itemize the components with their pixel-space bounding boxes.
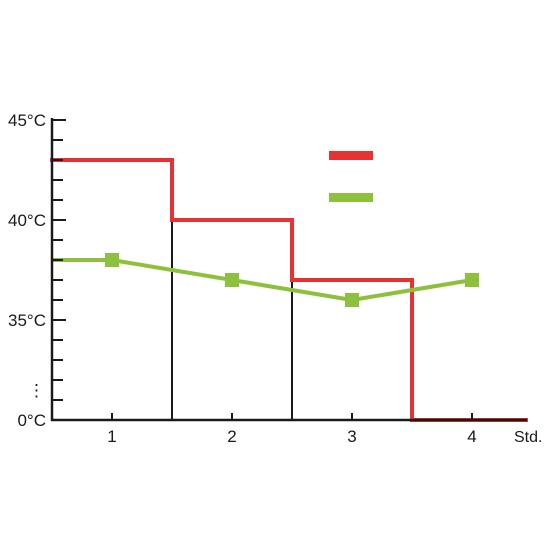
legend: [329, 151, 373, 202]
x-tick-label: 4: [467, 427, 476, 446]
legend-swatch: [329, 193, 373, 202]
x-tick-label: 1: [107, 427, 116, 446]
x-axis-unit: Std.: [514, 429, 542, 446]
y-tick-label: 40°C: [8, 211, 46, 230]
y-tick-label: 45°C: [8, 111, 46, 130]
x-ticks: 1 2 3 4: [107, 413, 477, 446]
series-layer: [50, 158, 528, 422]
x-tick-label: 2: [227, 427, 236, 446]
y-axis-break: ⋮: [28, 381, 45, 400]
series-point: [465, 273, 479, 287]
x-tick-label: 3: [347, 427, 356, 446]
series-point: [225, 273, 239, 287]
y-tick-label: 0°C: [17, 411, 46, 430]
series-point: [105, 253, 119, 267]
step-dividers: [171, 220, 293, 420]
legend-swatch: [329, 151, 373, 160]
y-tick-label: 35°C: [8, 311, 46, 330]
axes: [50, 118, 527, 422]
series-point: [345, 293, 359, 307]
y-ticks: 0°C 35°C 40°C 45°C: [8, 111, 66, 430]
